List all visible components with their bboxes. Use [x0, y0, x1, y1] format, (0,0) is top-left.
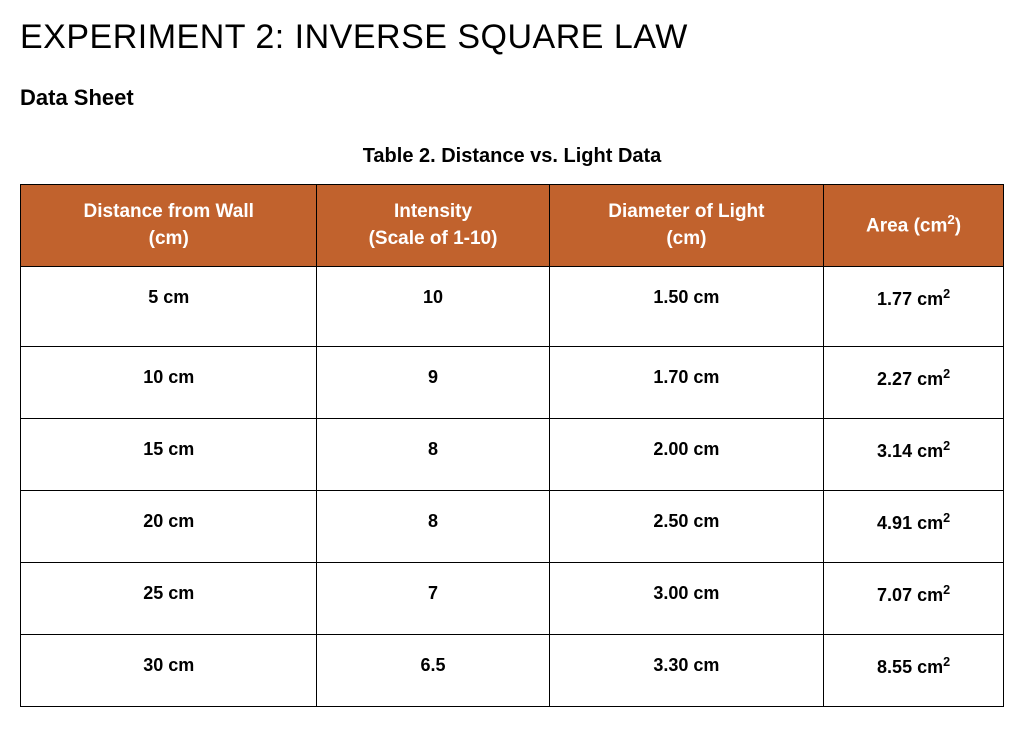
cell-diameter: 2.50 cm — [549, 491, 824, 563]
col-header-line1: Diameter of Light — [608, 201, 764, 222]
cell-intensity: 8 — [317, 491, 549, 563]
cell-area: 2.27 cm2 — [824, 347, 1004, 419]
cell-intensity: 8 — [317, 419, 549, 491]
cell-area-value: 8.55 cm — [877, 657, 943, 677]
col-header-text-pre: Area (cm — [866, 215, 947, 236]
col-header-diameter: Diameter of Light (cm) — [549, 185, 824, 267]
cell-area: 3.14 cm2 — [824, 419, 1004, 491]
cell-area: 8.55 cm2 — [824, 635, 1004, 707]
cell-diameter: 3.00 cm — [549, 563, 824, 635]
cell-area-value: 1.77 cm — [877, 289, 943, 309]
table-row: 10 cm91.70 cm2.27 cm2 — [21, 347, 1004, 419]
col-header-intensity: Intensity (Scale of 1-10) — [317, 185, 549, 267]
cell-intensity: 9 — [317, 347, 549, 419]
cell-area: 4.91 cm2 — [824, 491, 1004, 563]
cell-area-value: 2.27 cm — [877, 369, 943, 389]
cell-intensity: 10 — [317, 267, 549, 347]
cell-distance: 20 cm — [21, 491, 317, 563]
table-row: 15 cm82.00 cm3.14 cm2 — [21, 419, 1004, 491]
cell-distance: 15 cm — [21, 419, 317, 491]
table-row: 25 cm73.00 cm7.07 cm2 — [21, 563, 1004, 635]
cell-distance: 25 cm — [21, 563, 317, 635]
cell-area: 1.77 cm2 — [824, 267, 1004, 347]
cell-diameter: 2.00 cm — [549, 419, 824, 491]
col-header-sup: 2 — [947, 212, 954, 227]
cell-area-value: 4.91 cm — [877, 513, 943, 533]
document-title: EXPERIMENT 2: INVERSE SQUARE LAW — [20, 18, 1004, 57]
table-row: 30 cm6.53.30 cm8.55 cm2 — [21, 635, 1004, 707]
cell-distance: 5 cm — [21, 267, 317, 347]
cell-intensity: 6.5 — [317, 635, 549, 707]
col-header-area: Area (cm2) — [824, 185, 1004, 267]
col-header-line2: (cm) — [666, 228, 706, 249]
cell-area-sup: 2 — [943, 439, 950, 453]
cell-distance: 10 cm — [21, 347, 317, 419]
col-header-line2: (cm) — [149, 228, 189, 249]
col-header-line1: Intensity — [394, 201, 472, 222]
cell-area-sup: 2 — [943, 655, 950, 669]
cell-area-sup: 2 — [943, 511, 950, 525]
cell-area-value: 3.14 cm — [877, 441, 943, 461]
data-table: Distance from Wall (cm) Intensity (Scale… — [20, 184, 1004, 707]
cell-diameter: 1.50 cm — [549, 267, 824, 347]
col-header-line1: Distance from Wall — [84, 201, 254, 222]
table-header-row: Distance from Wall (cm) Intensity (Scale… — [21, 185, 1004, 267]
table-row: 20 cm82.50 cm4.91 cm2 — [21, 491, 1004, 563]
cell-diameter: 1.70 cm — [549, 347, 824, 419]
section-title: Data Sheet — [20, 85, 1004, 111]
cell-distance: 30 cm — [21, 635, 317, 707]
cell-area-value: 7.07 cm — [877, 585, 943, 605]
table-body: 5 cm101.50 cm1.77 cm210 cm91.70 cm2.27 c… — [21, 267, 1004, 707]
cell-diameter: 3.30 cm — [549, 635, 824, 707]
col-header-text-post: ) — [955, 215, 961, 236]
table-caption: Table 2. Distance vs. Light Data — [20, 145, 1004, 168]
cell-intensity: 7 — [317, 563, 549, 635]
cell-area-sup: 2 — [943, 583, 950, 597]
table-row: 5 cm101.50 cm1.77 cm2 — [21, 267, 1004, 347]
cell-area-sup: 2 — [943, 287, 950, 301]
col-header-distance: Distance from Wall (cm) — [21, 185, 317, 267]
col-header-line2: (Scale of 1-10) — [369, 228, 498, 249]
cell-area-sup: 2 — [943, 367, 950, 381]
cell-area: 7.07 cm2 — [824, 563, 1004, 635]
